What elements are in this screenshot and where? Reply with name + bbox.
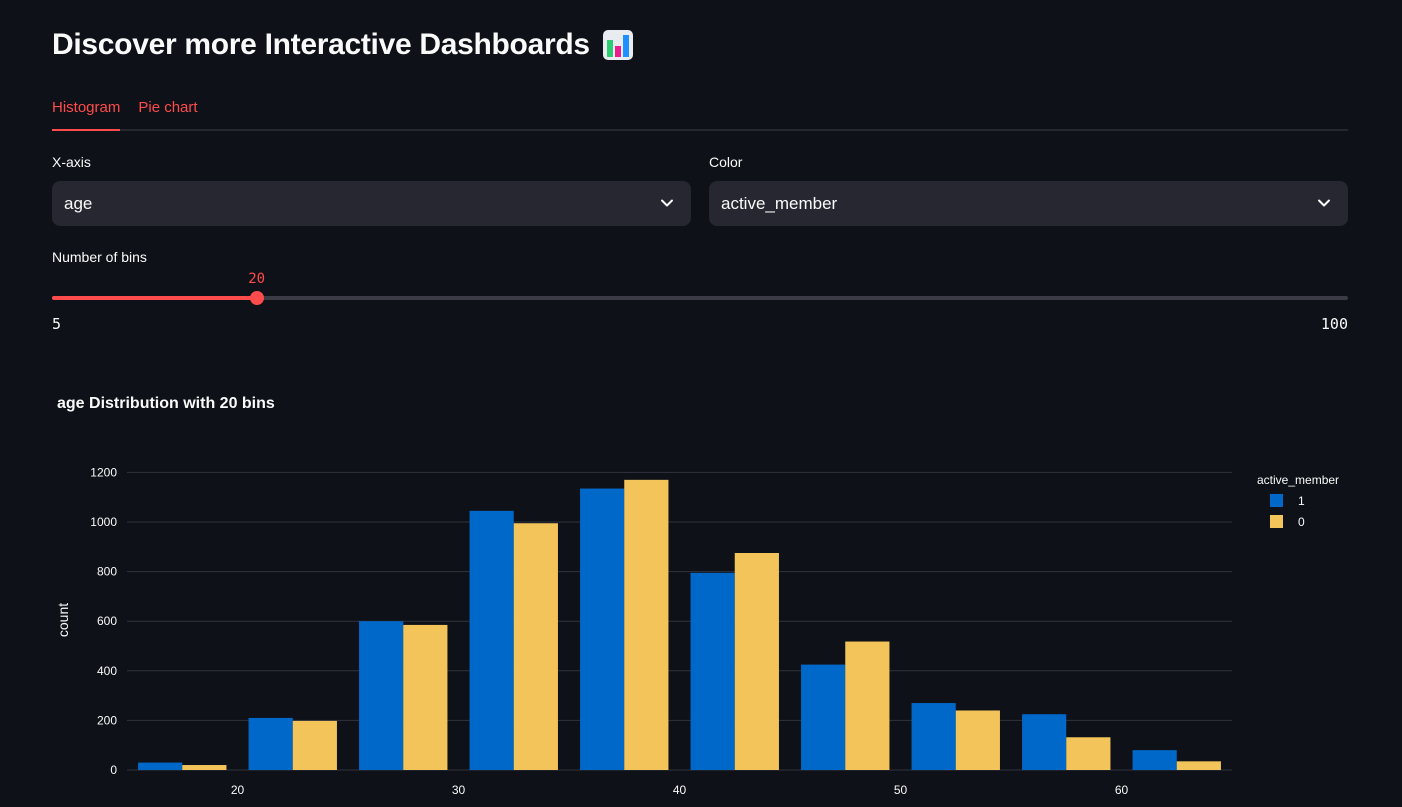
tab-bar: Histogram Pie chart [52,96,1348,131]
color-label: Color [709,154,743,170]
x-tick-label: 40 [673,783,687,797]
histogram-bar [359,621,404,770]
bins-slider-thumb[interactable] [249,291,264,305]
y-tick-label: 1200 [90,465,117,479]
x-tick-label: 20 [231,783,245,797]
y-tick-label: 600 [97,614,117,628]
x-tick-label: 50 [894,783,908,797]
histogram-bar [1176,761,1221,770]
legend-label: 1 [1298,494,1305,508]
histogram-bar [469,510,514,770]
histogram-bar [1132,750,1177,770]
histogram-bar [292,720,337,770]
legend-title: active_member [1257,473,1339,487]
histogram-bar [138,762,183,770]
xaxis-label: X-axis [52,154,91,170]
y-axis-ticks: 0 200 400 600 800 1000 1200 [90,465,117,777]
histogram-bar [580,488,625,770]
legend-swatch [1270,515,1283,528]
page-title-text: Discover more Interactive Dashboards [52,28,590,61]
bins-slider-max: 100 [1320,315,1348,333]
xaxis-select[interactable]: age [52,181,691,226]
color-select-value: active_member [721,193,838,213]
y-tick-label: 200 [97,713,117,727]
x-axis-ticks: 20 30 40 50 60 [231,783,1129,797]
y-tick-label: 400 [97,664,117,678]
histogram-bar [624,479,669,770]
histogram-bar [248,717,293,770]
histogram-bar [513,523,558,770]
legend-label: 0 [1298,515,1305,529]
histogram-bar [403,624,448,770]
x-tick-label: 30 [452,783,466,797]
histogram-bar [1066,737,1111,770]
bins-slider-track[interactable] [52,291,1348,305]
bins-slider-min: 5 [52,315,62,333]
y-axis-label: count [55,603,71,637]
histogram-bar [801,664,846,770]
tab-pie-chart[interactable]: Pie chart [138,99,198,116]
histogram-bar [734,553,779,770]
y-tick-label: 1000 [90,515,117,529]
color-select[interactable]: active_member [709,181,1348,226]
chevron-down-icon [1318,199,1330,207]
chart-legend: active_member 1 0 [1257,473,1339,529]
xaxis-select-value: age [64,193,93,213]
bins-slider-fill [52,296,257,300]
bins-slider-value: 20 [248,271,266,287]
bins-label: Number of bins [52,249,147,265]
x-tick-label: 60 [1115,783,1129,797]
y-tick-label: 0 [110,763,117,777]
page-title: Discover more Interactive Dashboards [52,28,634,62]
histogram-bar [955,710,1000,770]
chart-title: age Distribution with 20 bins [57,395,275,412]
tab-histogram[interactable]: Histogram [52,96,121,131]
chevron-down-icon [661,199,673,207]
histogram-bar [911,703,956,770]
histogram-bar [845,641,890,770]
histogram-bar [690,572,735,770]
legend-swatch [1270,494,1283,507]
histogram-chart: 0 200 400 600 800 1000 1200 20 30 40 50 60 count a… [55,465,1339,797]
histogram-bar [1022,714,1067,770]
y-tick-label: 800 [97,565,117,579]
chart-bars [138,479,1221,770]
histogram-bar [182,765,227,770]
bar-chart-emoji-icon [602,30,633,60]
